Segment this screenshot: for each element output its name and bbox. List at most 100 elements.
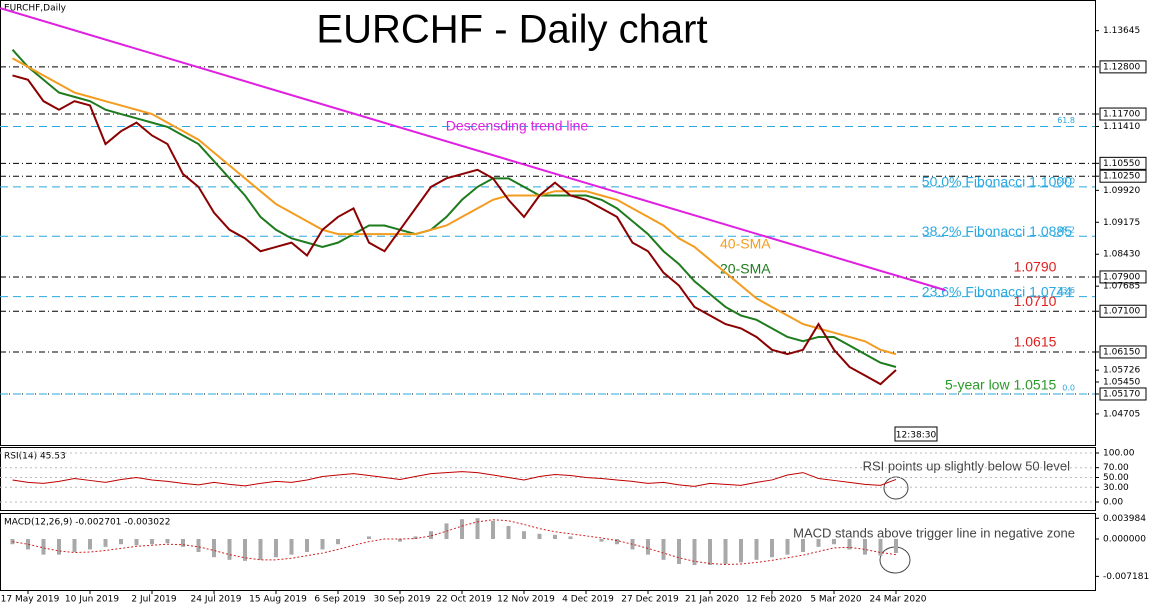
- rsi-line: [12, 471, 897, 487]
- fib-ratio: 38.2: [1057, 226, 1075, 235]
- low-label: 5-year low 1.0515: [945, 377, 1057, 393]
- sma-line: [12, 57, 897, 356]
- y-tick-label: 70.00: [1103, 463, 1129, 473]
- fib-ratio: 23.6: [1057, 286, 1075, 295]
- y-tick-label: 1.07900: [1103, 272, 1140, 282]
- histogram-bar: [723, 539, 728, 564]
- y-tick-label: 1.07100: [1103, 307, 1140, 317]
- y-tick-label: 50.00: [1103, 473, 1129, 483]
- level-label: 1.0790: [1014, 259, 1057, 275]
- histogram-bar: [57, 539, 61, 555]
- histogram-bar: [165, 539, 170, 544]
- histogram-bar: [243, 539, 247, 561]
- tick-box: [1099, 345, 1147, 359]
- histogram-bar: [599, 539, 604, 542]
- macd-title: MACD(12,26,9) -0.002701 -0.003022: [4, 518, 170, 528]
- histogram-bar: [398, 539, 402, 542]
- histogram-bar: [88, 539, 92, 550]
- histogram-bar: [661, 539, 666, 560]
- y-tick-label: 30.00: [1103, 483, 1129, 493]
- y-tick-label: 0.00: [1103, 498, 1123, 508]
- x-tick-label: 2 Jul 2019: [131, 595, 176, 605]
- histogram-bar: [677, 539, 681, 564]
- y-tick-label: 1.08430: [1103, 250, 1140, 260]
- histogram-bar: [320, 539, 325, 550]
- x-tick-label: 27 Dec 2019: [621, 595, 679, 605]
- histogram-bar: [460, 519, 464, 540]
- histogram-bar: [537, 533, 542, 540]
- fib-ratio: 0.0: [1062, 383, 1075, 392]
- macd-frame: [0, 513, 1096, 591]
- x-tick-label: 30 Sep 2019: [373, 595, 430, 605]
- x-tick-label: 4 Dec 2019: [562, 595, 614, 605]
- x-tick-label: 21 Jan 2020: [685, 595, 739, 605]
- y-tick-label: 1.06150: [1103, 347, 1140, 357]
- fib-ratio: 50.0: [1057, 176, 1075, 185]
- rsi-title: RSI(14) 45.53: [4, 452, 66, 462]
- y-tick-label: 1.13645: [1103, 26, 1140, 36]
- histogram-bar: [150, 539, 154, 545]
- fib-label: 50.0% Fibonacci 1.1000: [922, 174, 1072, 190]
- series-label: 20-SMA: [720, 261, 771, 277]
- x-tick-label: 5 Mar 2020: [810, 595, 862, 605]
- histogram-bar: [103, 539, 108, 547]
- timer-box: [894, 426, 938, 442]
- tick-box: [1099, 107, 1147, 121]
- rsi-frame: [0, 447, 1096, 511]
- x-tick-label: 24 Mar 2020: [869, 595, 926, 605]
- y-tick-label: 1.10550: [1103, 159, 1140, 169]
- symbol-label: EURCHF,Daily: [4, 4, 67, 14]
- histogram-bar: [770, 539, 774, 558]
- tick-box: [1099, 169, 1147, 183]
- macd-annotation: MACD stands above trigger line in negati…: [793, 525, 1075, 540]
- histogram-bar: [568, 536, 573, 540]
- signal-line: [12, 519, 897, 566]
- y-tick-label: 1.07685: [1103, 282, 1140, 292]
- x-tick-label: 24 Jul 2019: [191, 595, 242, 605]
- level-label: 1.0710: [1014, 293, 1057, 309]
- fib-label: 23.6% Fibonacci 1.0744: [922, 283, 1072, 299]
- histogram-bar: [863, 539, 867, 555]
- histogram-bar: [816, 539, 821, 547]
- histogram-bar: [615, 539, 619, 545]
- histogram-bar: [212, 539, 216, 558]
- fib-ratio: 61.8: [1057, 116, 1075, 125]
- histogram-bar: [367, 536, 371, 540]
- histogram-bar: [41, 539, 46, 555]
- timer: 12:38:30: [896, 431, 937, 441]
- histogram-bar: [832, 539, 836, 545]
- histogram-bar: [258, 539, 263, 560]
- x-tick-label: 22 Oct 2019: [436, 595, 492, 605]
- histogram-bar: [506, 526, 511, 540]
- histogram-bar: [119, 539, 123, 545]
- histogram-bar: [708, 539, 712, 566]
- y-tick-label: 1.11410: [1103, 122, 1140, 132]
- histogram-bar: [646, 539, 650, 555]
- histogram-bar: [754, 539, 759, 560]
- tick-box: [1099, 387, 1147, 401]
- histogram-bar: [522, 531, 526, 540]
- x-tick-label: 10 Jun 2019: [65, 595, 119, 605]
- price-line: [12, 74, 897, 386]
- y-tick-label: 1.09175: [1103, 218, 1140, 228]
- histogram-bar: [739, 539, 743, 563]
- histogram-bar: [475, 518, 480, 540]
- histogram-bar: [181, 539, 185, 547]
- rsi-annotation: RSI points up slightly below 50 level: [863, 458, 1071, 473]
- histogram-bar: [72, 539, 77, 553]
- y-tick-label: 1.05450: [1103, 377, 1140, 387]
- main-frame: [0, 0, 1096, 446]
- histogram-bar: [289, 539, 294, 555]
- tick-box: [1099, 270, 1147, 284]
- histogram-bar: [553, 534, 557, 540]
- histogram-bar: [274, 539, 278, 558]
- y-tick-label: 1.05726: [1103, 366, 1140, 376]
- tick-box: [1099, 304, 1147, 318]
- tick-box: [1099, 156, 1147, 170]
- histogram-bar: [134, 539, 139, 546]
- x-tick-label: 15 Aug 2019: [249, 595, 307, 605]
- histogram-bar: [801, 539, 805, 553]
- histogram-bar: [894, 539, 898, 554]
- histogram-bar: [491, 520, 495, 540]
